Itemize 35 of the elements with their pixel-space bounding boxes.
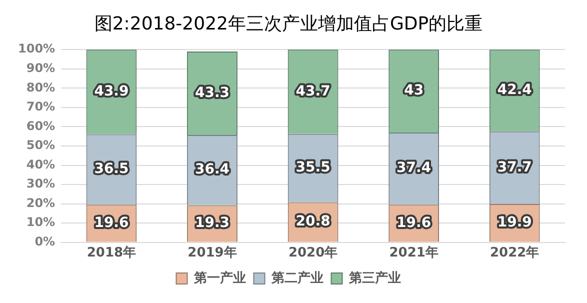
data-label: 43.7 xyxy=(296,83,330,100)
y-tick-label: 30% xyxy=(26,176,56,191)
data-label: 42.4 xyxy=(497,82,532,98)
data-label: 43.3 xyxy=(194,84,230,101)
y-tick-label: 20% xyxy=(26,196,56,210)
data-label: 19.6 xyxy=(94,214,129,231)
y-tick-label: 90% xyxy=(26,61,56,76)
y-tick-label: 10% xyxy=(26,215,56,230)
legend-label: 第三产业 xyxy=(348,270,401,286)
data-label: 35.5 xyxy=(296,160,330,176)
y-tick-label: 0% xyxy=(34,234,56,249)
data-label: 43.9 xyxy=(94,84,129,100)
y-tick-label: 80% xyxy=(26,80,56,94)
chart-title: 图2:2018-2022年三次产业增加值占GDP的比重 xyxy=(94,13,483,34)
y-tick-label: 100% xyxy=(18,42,56,56)
data-label: 36.5 xyxy=(94,161,129,178)
y-tick-label: 60% xyxy=(26,118,56,133)
x-tick-label: 2018年 xyxy=(86,246,136,261)
x-tick-label: 2022年 xyxy=(490,246,540,261)
data-label: 37.7 xyxy=(497,159,532,176)
data-label: 43 xyxy=(404,82,424,99)
y-tick-label: 70% xyxy=(26,100,56,114)
y-tick-label: 50% xyxy=(26,138,56,152)
legend-label: 第二产业 xyxy=(270,270,324,286)
x-tick-label: 2019年 xyxy=(188,246,237,261)
data-label: 37.4 xyxy=(396,160,432,176)
data-label: 19.3 xyxy=(194,215,230,232)
data-label: 20.8 xyxy=(296,214,330,230)
y-tick-label: 40% xyxy=(26,157,56,172)
x-tick-label: 2020年 xyxy=(288,246,338,261)
x-tick-label: 2021年 xyxy=(389,246,438,261)
data-label: 19.6 xyxy=(396,214,432,231)
legend-label: 第一产业 xyxy=(192,270,246,286)
data-label: 36.4 xyxy=(194,162,230,178)
data-label: 19.9 xyxy=(497,214,532,231)
